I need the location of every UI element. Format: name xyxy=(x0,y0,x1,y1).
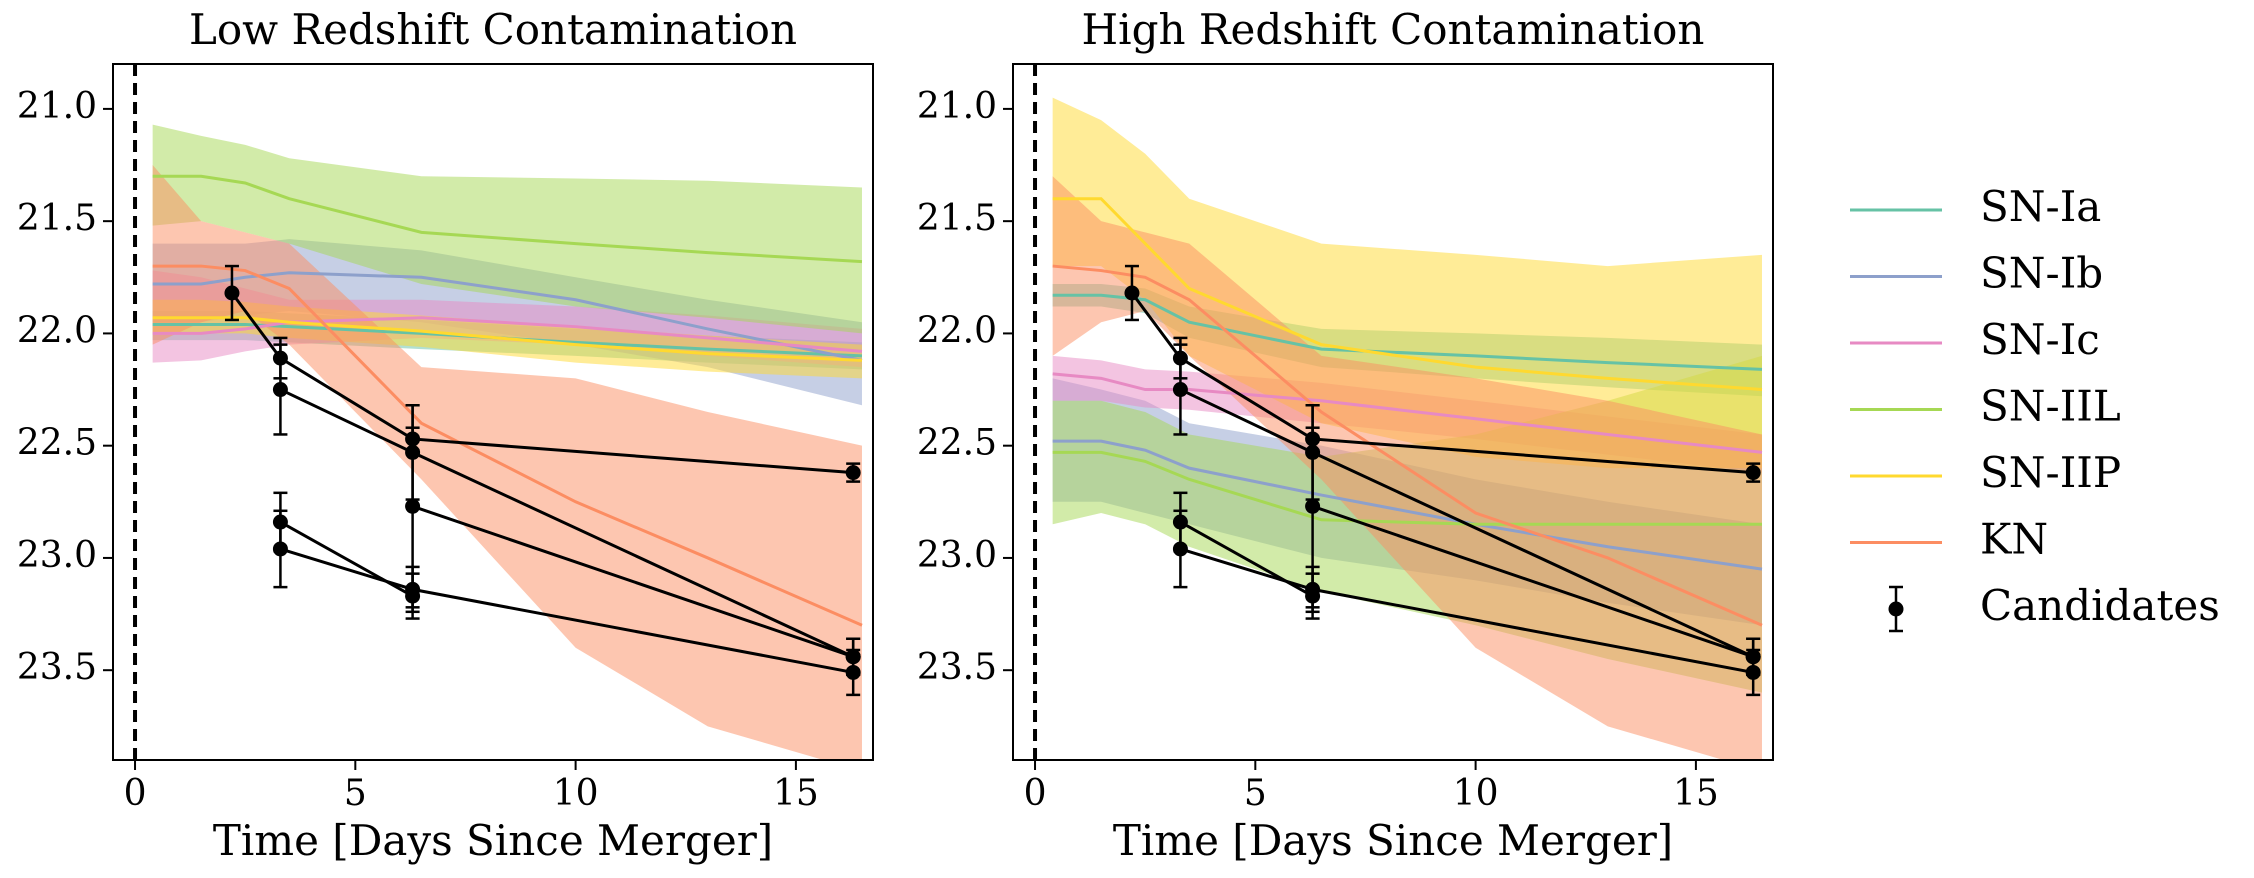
y-tick-label: 23.0 xyxy=(17,535,97,576)
candidate-point xyxy=(845,465,861,481)
legend-label: SN-Ia xyxy=(1980,182,2101,231)
series-line xyxy=(1052,264,1763,627)
plot-area xyxy=(1052,97,1763,760)
legend-label: SN-Ib xyxy=(1980,249,2103,298)
candidate-point xyxy=(1172,541,1188,557)
x-tick-label: 0 xyxy=(124,773,147,814)
x-axis-label: Time [Days Since Merger] xyxy=(1113,816,1673,865)
chart-title: High Redshift Contamination xyxy=(1082,5,1705,54)
y-tick-label: 21.0 xyxy=(17,86,97,127)
candidate-point xyxy=(1172,382,1188,398)
x-axis-label: Time [Days Since Merger] xyxy=(213,816,773,865)
series-line xyxy=(1052,372,1763,454)
y-tick-label: 21.0 xyxy=(917,86,997,127)
series-line xyxy=(152,264,863,627)
y-tick-label: 21.5 xyxy=(917,198,997,239)
legend-label: KN xyxy=(1980,515,2048,564)
candidate-point xyxy=(405,498,421,514)
candidate-track xyxy=(230,292,854,475)
legend-label: SN-IIL xyxy=(1980,382,2121,431)
candidate-point xyxy=(845,649,861,665)
y-tick-label: 22.5 xyxy=(17,423,97,464)
y-tick-label: 23.5 xyxy=(917,647,997,688)
axes-frame xyxy=(1012,63,1774,761)
series-line xyxy=(152,174,863,264)
plot-area xyxy=(152,124,863,760)
uncertainty-band xyxy=(152,165,862,760)
candidate-point xyxy=(224,285,240,301)
series-line xyxy=(152,322,863,358)
candidate-track xyxy=(1130,292,1754,475)
legend-swatch xyxy=(1888,601,1904,617)
series-line xyxy=(152,271,863,362)
legend-label: Candidates xyxy=(1980,581,2220,630)
y-tick-label: 22.0 xyxy=(917,310,997,351)
chart-title: Low Redshift Contamination xyxy=(189,5,797,54)
y-tick-label: 23.0 xyxy=(917,535,997,576)
candidate-point xyxy=(1745,649,1761,665)
candidate-point xyxy=(1745,465,1761,481)
x-tick-label: 10 xyxy=(1453,773,1499,814)
candidate-track xyxy=(412,504,854,659)
series-line xyxy=(1052,439,1763,571)
y-tick-label: 21.5 xyxy=(17,198,97,239)
x-tick-label: 5 xyxy=(1244,773,1267,814)
series-line xyxy=(1052,197,1763,392)
y-tick-label: 23.5 xyxy=(17,647,97,688)
x-tick-label: 10 xyxy=(553,773,599,814)
legend-label: SN-Ic xyxy=(1980,315,2100,364)
y-tick-label: 22.0 xyxy=(17,310,97,351)
candidate-track xyxy=(1312,504,1754,659)
uncertainty-band xyxy=(152,124,862,334)
series-line xyxy=(1052,293,1763,371)
x-tick-label: 15 xyxy=(1673,773,1719,814)
series-line xyxy=(152,316,863,362)
x-tick-label: 5 xyxy=(344,773,367,814)
legend-label: SN-IIP xyxy=(1980,448,2121,497)
candidate-track xyxy=(279,520,414,598)
x-tick-label: 15 xyxy=(773,773,819,814)
candidate-point xyxy=(1124,285,1140,301)
candidate-point xyxy=(272,541,288,557)
x-tick-label: 0 xyxy=(1024,773,1047,814)
axes-frame xyxy=(112,63,874,761)
series-line xyxy=(1052,450,1762,526)
y-tick-label: 22.5 xyxy=(917,423,997,464)
candidate-point xyxy=(272,382,288,398)
series-line xyxy=(152,316,863,353)
candidate-point xyxy=(1305,498,1321,514)
